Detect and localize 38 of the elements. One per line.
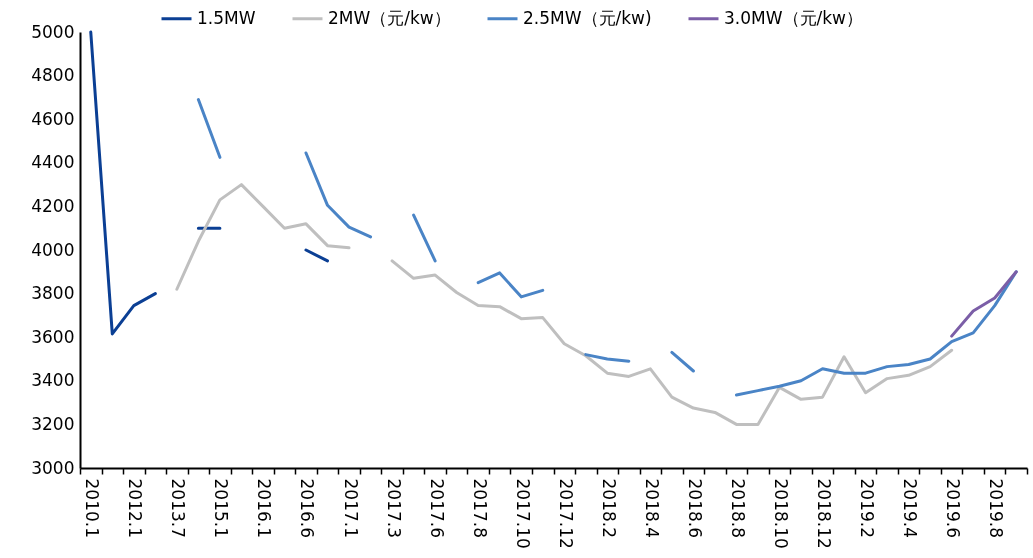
y-tick-label: 4400: [31, 152, 75, 173]
y-tick-label: 4200: [31, 195, 75, 216]
y-tick-label: 3200: [31, 413, 75, 434]
y-tick-label: 5000: [31, 21, 75, 42]
x-tick-label: 2017.3: [383, 478, 404, 538]
x-tick-label: 2018.4: [641, 478, 662, 538]
x-tick-label: 2017.12: [555, 478, 576, 549]
x-tick-label: 2015.1: [211, 478, 232, 538]
y-tick-label: 4000: [31, 239, 75, 260]
y-tick-label: 3000: [31, 457, 75, 478]
y-tick-label: 3800: [31, 283, 75, 304]
legend-label: 1.5MW: [197, 7, 256, 28]
line-series: [950, 270, 1018, 338]
legend-label: 2MW（元/kw）: [328, 7, 451, 28]
x-tick-label: 2016.1: [254, 478, 275, 538]
y-tick-label: 4800: [31, 65, 75, 86]
legend-label: 3.0MW（元/kw）: [724, 7, 863, 28]
x-tick-label: 2013.7: [168, 478, 189, 538]
legend-label: 2.5MW（元/kw): [523, 7, 652, 28]
x-tick-label: 2019.8: [986, 478, 1007, 538]
x-tick-label: 2017.8: [469, 478, 490, 538]
x-tick-label: 2019.4: [900, 478, 921, 538]
x-tick-label: 2018.12: [814, 478, 835, 549]
x-tick-label: 2017.6: [426, 478, 447, 538]
x-tick-label: 2018.2: [598, 478, 619, 538]
x-tick-label: 2017.1: [340, 478, 361, 538]
x-tick-label: 2016.6: [297, 478, 318, 538]
x-tick-label: 2018.10: [770, 478, 791, 549]
y-tick-label: 3600: [31, 326, 75, 347]
x-tick-label: 2019.2: [857, 478, 878, 538]
y-tick-label: 4600: [31, 108, 75, 129]
y-tick-label: 3400: [31, 370, 75, 391]
x-tick-label: 2018.6: [684, 478, 705, 538]
x-tick-label: 2019.6: [943, 478, 964, 538]
x-tick-label: 2017.10: [512, 478, 533, 549]
x-tick-label: 2010.1: [82, 478, 103, 538]
x-tick-label: 2018.8: [727, 478, 748, 538]
x-tick-label: 2012.1: [125, 478, 146, 538]
